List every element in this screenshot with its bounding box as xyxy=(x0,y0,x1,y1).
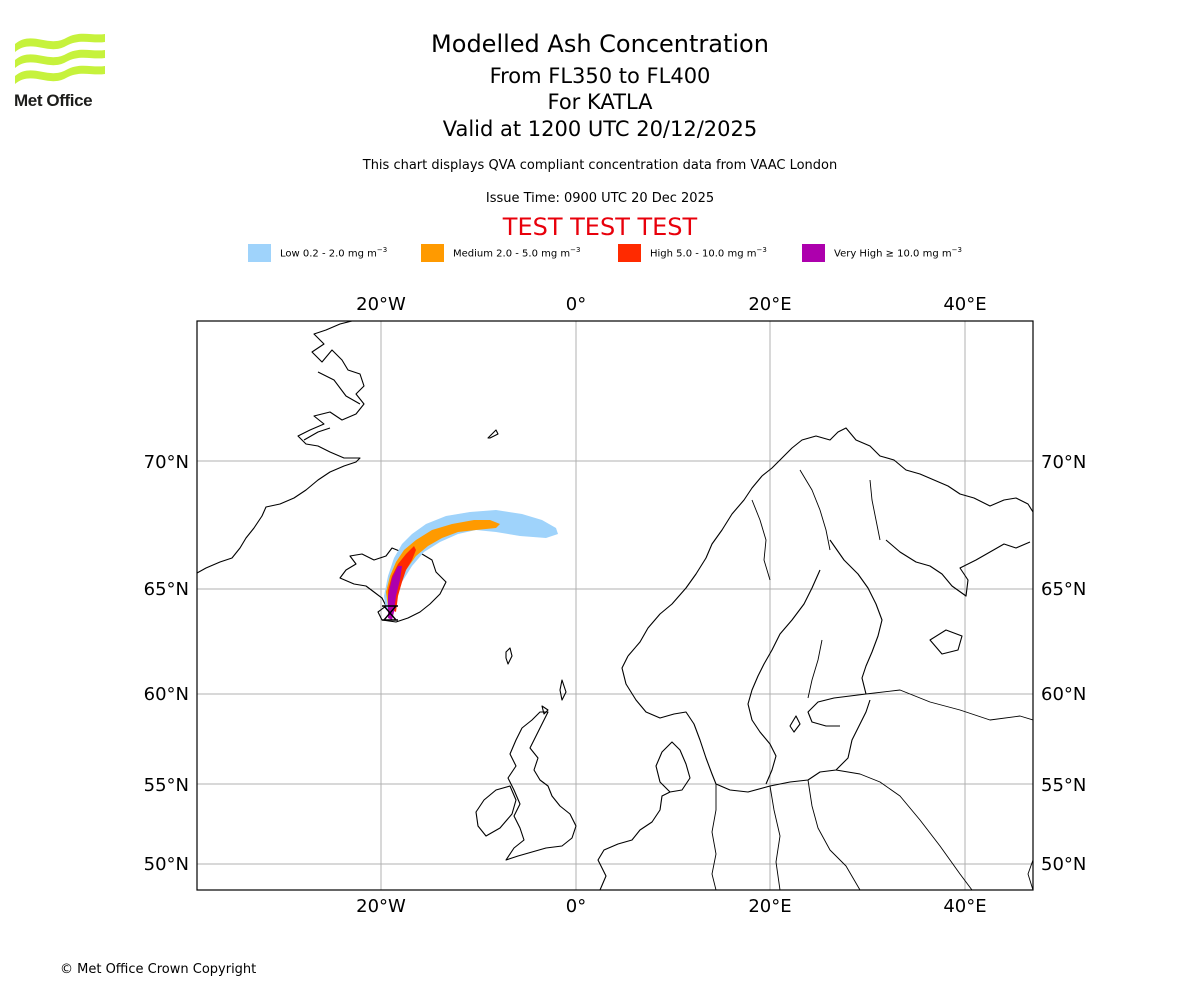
lon-label-top-40e: 40°E xyxy=(943,294,986,315)
orkney-islands xyxy=(541,705,549,715)
volcano-name: For KATLA xyxy=(547,90,653,114)
legend-swatch-high xyxy=(618,244,641,262)
lon-label-top-0: 0° xyxy=(566,294,586,315)
flight-level-range: From FL350 to FL400 xyxy=(489,64,711,88)
lat-label-right-65n: 65°N xyxy=(1041,579,1086,600)
great-britain-coast xyxy=(505,711,577,861)
shetland-islands xyxy=(559,679,567,701)
faroe-islands xyxy=(505,647,513,665)
compliance-note: This chart displays QVA compliant concen… xyxy=(362,158,838,173)
map-frame xyxy=(196,320,1034,891)
lat-label-right-60n: 60°N xyxy=(1041,684,1086,705)
finland-coast xyxy=(829,539,883,695)
lon-label-top-20e: 20°E xyxy=(748,294,791,315)
ash-concentration xyxy=(382,510,558,621)
lat-label-left-50n: 50°N xyxy=(144,854,189,875)
lat-label-left-55n: 55°N xyxy=(144,775,189,796)
norway-south-coast xyxy=(621,655,717,785)
met-office-waves-icon xyxy=(15,33,105,84)
copyright: © Met Office Crown Copyright xyxy=(60,962,257,977)
lat-label-left-60n: 60°N xyxy=(144,684,189,705)
chart-title: Modelled Ash Concentration xyxy=(431,30,769,58)
latitude-labels-left: 70°N 65°N 60°N 55°N 50°N xyxy=(144,452,189,875)
lat-label-right-70n: 70°N xyxy=(1041,452,1086,473)
met-office-logo: Met Office xyxy=(14,30,110,112)
jan-mayen-coast xyxy=(487,429,499,439)
legend-label-low: Low 0.2 - 2.0 mg m−3 xyxy=(280,246,388,260)
lat-label-left-65n: 65°N xyxy=(144,579,189,600)
volcano-katla-marker xyxy=(382,605,398,621)
denmark-coast xyxy=(655,741,691,793)
white-sea-coast xyxy=(885,539,1031,597)
logo-text: Met Office xyxy=(14,91,93,110)
lon-label-bottom-40e: 40°E xyxy=(943,896,986,917)
ireland-coast xyxy=(475,785,517,837)
legend-swatch-very-high xyxy=(802,244,825,262)
greenland-fjord xyxy=(317,371,361,405)
greenland-inlet xyxy=(303,427,331,441)
valid-time: Valid at 1200 UTC 20/12/2025 xyxy=(442,117,758,141)
longitude-labels-top: 20°W 0° 20°E 40°E xyxy=(356,294,986,315)
gulf-of-bothnia xyxy=(747,569,821,785)
baltic-coast xyxy=(715,699,871,793)
greenland-coast xyxy=(197,321,365,574)
legend-swatch-low xyxy=(248,244,271,262)
lat-label-right-50n: 50°N xyxy=(1041,854,1086,875)
lon-label-bottom-20e: 20°E xyxy=(748,896,791,917)
lake-ladoga xyxy=(929,629,963,655)
legend-label-high: High 5.0 - 10.0 mg m−3 xyxy=(650,246,767,260)
country-borders xyxy=(711,469,1033,890)
lat-label-right-55n: 55°N xyxy=(1041,775,1086,796)
legend-swatch-medium xyxy=(421,244,444,262)
ash-medium-area xyxy=(386,520,500,612)
lon-label-bottom-20w: 20°W xyxy=(356,896,406,917)
test-banner: TEST TEST TEST xyxy=(502,213,698,241)
lon-label-top-20w: 20°W xyxy=(356,294,406,315)
norway-coast xyxy=(627,427,1033,657)
lon-label-bottom-0: 0° xyxy=(566,896,586,917)
legend-label-medium: Medium 2.0 - 5.0 mg m−3 xyxy=(453,246,581,260)
gridlines xyxy=(197,321,1033,890)
gotland xyxy=(789,715,801,733)
lat-label-left-70n: 70°N xyxy=(144,452,189,473)
legend-label-very-high: Very High ≥ 10.0 mg m−3 xyxy=(834,246,962,260)
europe-coast xyxy=(597,791,671,890)
iceland-coast xyxy=(339,547,447,623)
longitude-labels-bottom: 20°W 0° 20°E 40°E xyxy=(356,896,986,917)
coastlines xyxy=(197,321,1033,890)
issue-time: Issue Time: 0900 UTC 20 Dec 2025 xyxy=(485,191,715,206)
latitude-labels-right: 70°N 65°N 60°N 55°N 50°N xyxy=(1041,452,1086,875)
gulf-of-finland xyxy=(807,693,867,727)
